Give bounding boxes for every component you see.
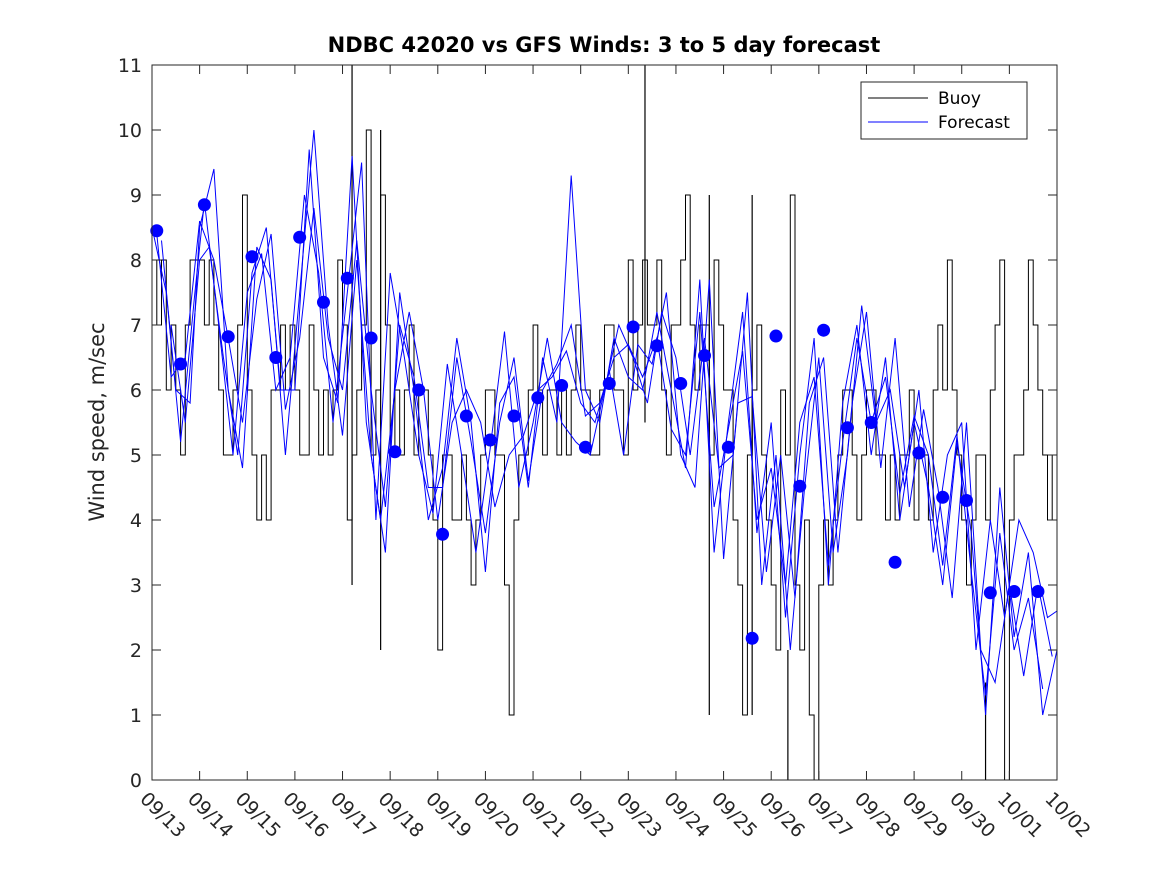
legend-box [860, 81, 1028, 140]
forecast-point-22 [674, 377, 688, 390]
forecast-point-29 [840, 421, 854, 435]
forecast-point-17 [555, 378, 569, 392]
forecast-point-18 [578, 440, 592, 454]
ytick-label-6: 6 [130, 380, 142, 402]
forecast-point-26 [769, 329, 783, 343]
forecast-point-34 [960, 494, 973, 507]
buoy-line [152, 129, 1058, 781]
ytick-label-4: 4 [130, 510, 142, 532]
forecast-point-11 [412, 383, 426, 397]
forecast-point-36 [1007, 585, 1021, 598]
forecast-point-25 [745, 631, 759, 645]
axes [151, 64, 1058, 781]
y-ticks: 0 1 2 3 4 5 6 7 8 9 10 11 [118, 55, 1057, 792]
forecast-line-3 [156, 207, 1044, 696]
forecast-point-6 [293, 230, 307, 244]
ytick-label-0: 0 [130, 770, 142, 792]
forecast-point-35 [983, 586, 997, 600]
forecast-point-21 [650, 339, 664, 353]
forecast-point-23 [698, 349, 712, 363]
forecast-point-8 [340, 271, 354, 285]
forecast-point-4 [245, 250, 259, 264]
ytick-label-1: 1 [130, 705, 142, 727]
forecast-point-2 [197, 198, 211, 212]
forecast-points [150, 198, 1045, 645]
legend: Buoy Forecast [860, 81, 1028, 140]
forecast-point-14 [483, 433, 497, 447]
forecast-point-28 [817, 323, 831, 337]
forecast-point-1 [174, 357, 188, 371]
buoy-series [152, 129, 1058, 781]
forecast-point-13 [459, 409, 473, 423]
ytick-label-5: 5 [130, 445, 142, 467]
axes-box [151, 64, 1058, 781]
forecast-point-0 [150, 224, 164, 238]
forecast-point-19 [602, 377, 616, 390]
forecast-point-30 [864, 416, 878, 429]
forecast-point-15 [507, 409, 521, 423]
forecast-point-31 [888, 555, 902, 569]
forecast-point-10 [388, 445, 402, 459]
legend-buoy-label: Buoy [938, 89, 981, 109]
forecast-point-20 [626, 320, 640, 334]
forecast-point-27 [793, 479, 807, 493]
ytick-label-7: 7 [130, 315, 142, 337]
forecast-point-5 [269, 351, 283, 364]
forecast-point-7 [316, 295, 330, 309]
ytick-label-10: 10 [118, 120, 142, 142]
forecast-point-12 [436, 527, 450, 541]
y-axis-label: Wind speed, m/sec [85, 322, 109, 521]
ytick-label-11: 11 [118, 55, 142, 77]
forecast-point-3 [221, 330, 235, 344]
forecast-point-37 [1031, 585, 1045, 598]
chart-title: NDBC 42020 vs GFS Winds: 3 to 5 day fore… [328, 33, 881, 57]
forecast-point-32 [912, 446, 926, 460]
ytick-label-3: 3 [130, 575, 142, 597]
forecast-point-16 [531, 391, 545, 405]
forecast-line-2 [170, 149, 1053, 685]
legend-forecast-label: Forecast [938, 113, 1010, 133]
forecast-point-33 [936, 490, 950, 504]
forecast-point-24 [721, 440, 735, 454]
ytick-label-8: 8 [130, 250, 142, 272]
plot-area [152, 65, 1057, 780]
ytick-label-9: 9 [130, 185, 142, 207]
forecast-point-9 [364, 331, 378, 345]
ytick-label-2: 2 [130, 640, 142, 662]
